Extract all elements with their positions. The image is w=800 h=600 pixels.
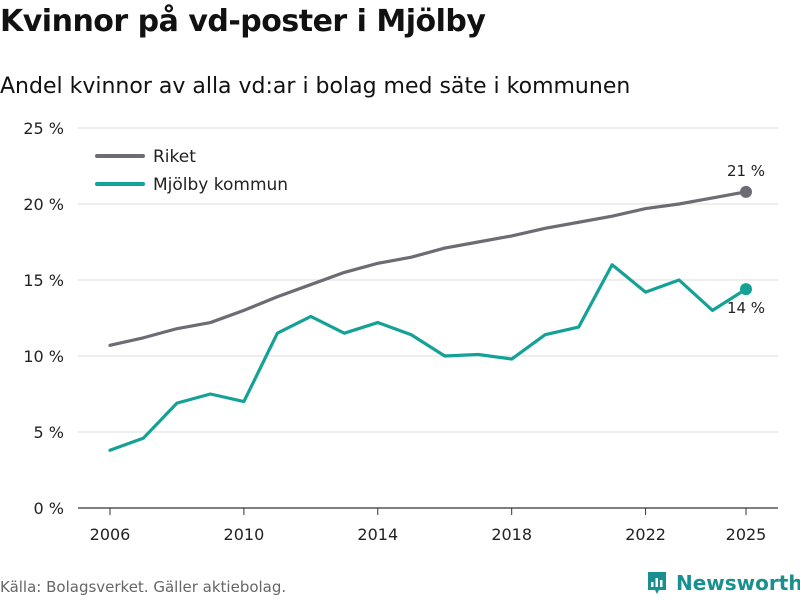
x-tick-label: 2022 bbox=[625, 525, 666, 544]
y-tick-label: 10 % bbox=[23, 347, 64, 366]
source-note: Källa: Bolagsverket. Gäller aktiebolag. bbox=[0, 578, 287, 596]
series-end-point bbox=[740, 283, 752, 296]
x-axis: 2006 2010 2014 2018 2022 2025 bbox=[90, 508, 767, 544]
chart-subtitle: Andel kvinnor av alla vd:ar i bolag med … bbox=[0, 74, 631, 99]
brand-name: Newsworthy bbox=[676, 571, 800, 595]
legend: Riket Mjölby kommun bbox=[95, 147, 288, 195]
legend-label: Riket bbox=[153, 147, 196, 167]
y-tick-label: 25 % bbox=[23, 119, 64, 138]
y-tick-label: 15 % bbox=[23, 271, 64, 290]
gridlines bbox=[78, 127, 778, 509]
y-tick-label: 5 % bbox=[34, 423, 64, 442]
end-value-label: 21 % bbox=[727, 162, 765, 180]
x-tick-label: 2014 bbox=[357, 525, 398, 544]
brand: Newsworthy bbox=[646, 568, 800, 598]
series-lines: 21 % 14 % bbox=[108, 162, 765, 452]
y-tick-label: 0 % bbox=[34, 499, 64, 518]
series-line-riket bbox=[108, 190, 748, 347]
newsworthy-logo-icon bbox=[648, 572, 666, 594]
chart-title: Kvinnor på vd-poster i Mjölby bbox=[0, 4, 486, 39]
end-value-label: 14 % bbox=[727, 299, 765, 317]
series-line-mjolby bbox=[108, 263, 748, 452]
legend-label: Mjölby kommun bbox=[153, 175, 288, 195]
x-tick-label: 2018 bbox=[491, 525, 532, 544]
y-axis: 0 % 5 % 10 % 15 % 20 % 25 % bbox=[23, 119, 64, 518]
y-tick-label: 20 % bbox=[23, 195, 64, 214]
x-tick-label: 2025 bbox=[726, 525, 767, 544]
x-tick-label: 2006 bbox=[90, 525, 131, 544]
x-tick-label: 2010 bbox=[224, 525, 265, 544]
series-end-point bbox=[740, 185, 752, 198]
